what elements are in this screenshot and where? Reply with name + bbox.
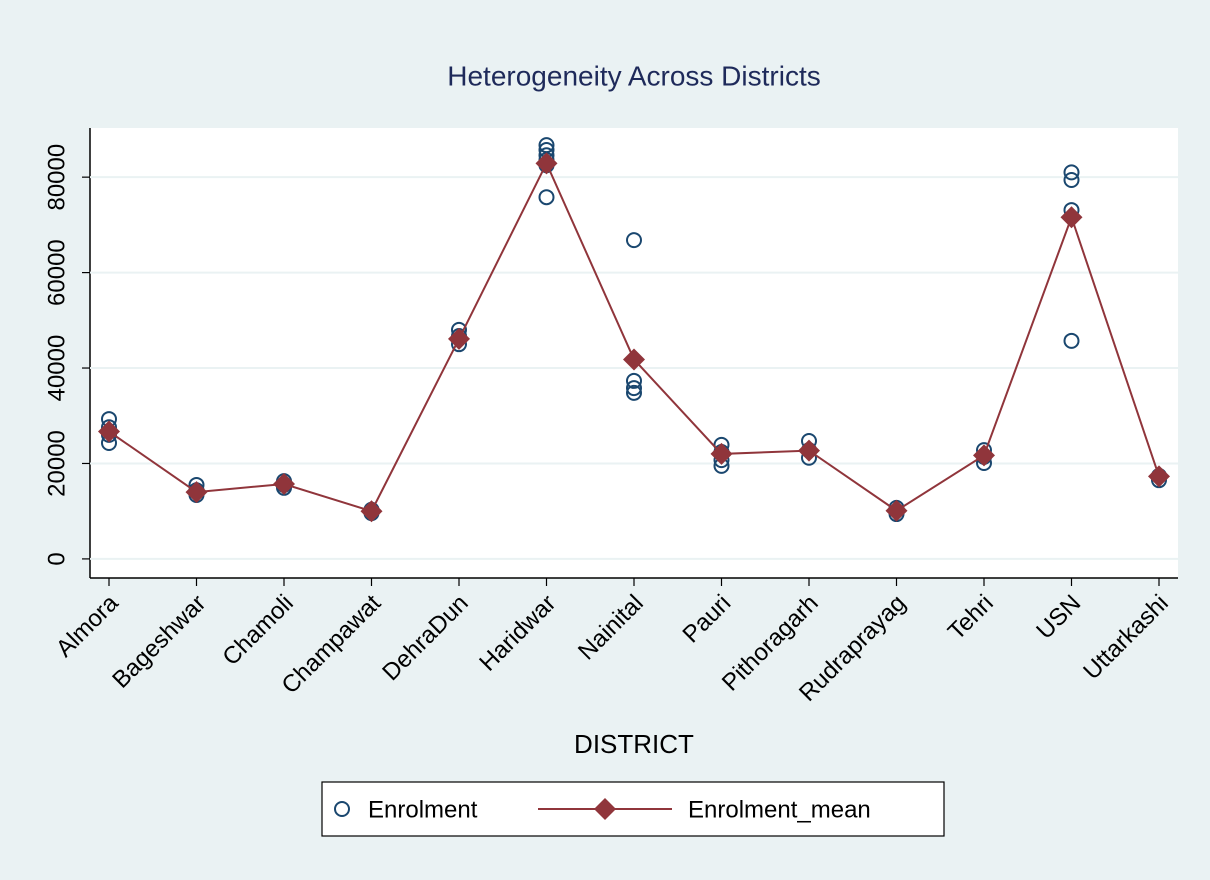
enrolment-point [1063, 332, 1080, 349]
enrolment-point [626, 384, 642, 401]
enrolment-point [1063, 164, 1080, 181]
mean-marker [798, 439, 820, 462]
mean-marker [623, 348, 645, 371]
y-tick-label: 80000 [43, 144, 70, 211]
legend [321, 781, 945, 837]
mean-marker [973, 444, 995, 467]
mean-marker [98, 420, 120, 443]
legend-symbol [594, 798, 616, 820]
y-tick-label: 20000 [43, 430, 70, 497]
chart-title: Heterogeneity Across Districts [447, 60, 820, 91]
legend-label: Enrolment [368, 796, 478, 823]
enrolment-point [1063, 172, 1080, 189]
enrolment-point [626, 232, 642, 249]
mean-marker [1060, 206, 1083, 229]
x-axis-label: DISTRICT [574, 729, 694, 759]
mean-marker [360, 500, 383, 523]
mean-marker [185, 481, 208, 504]
mean-marker [885, 499, 908, 522]
mean-marker [535, 152, 558, 175]
mean-marker [273, 472, 295, 495]
enrolment-point [538, 189, 555, 206]
enrolment-point [626, 380, 642, 397]
mean-marker [1148, 465, 1170, 488]
legend-label: Enrolment_mean [688, 796, 871, 823]
y-tick-label: 60000 [43, 239, 70, 306]
enrolment-point [626, 372, 642, 389]
mean-marker [710, 442, 733, 465]
legend-symbol [334, 801, 350, 817]
y-tick-label: 0 [43, 552, 70, 565]
y-tick-label: 40000 [43, 335, 70, 402]
mean-marker [448, 327, 470, 350]
